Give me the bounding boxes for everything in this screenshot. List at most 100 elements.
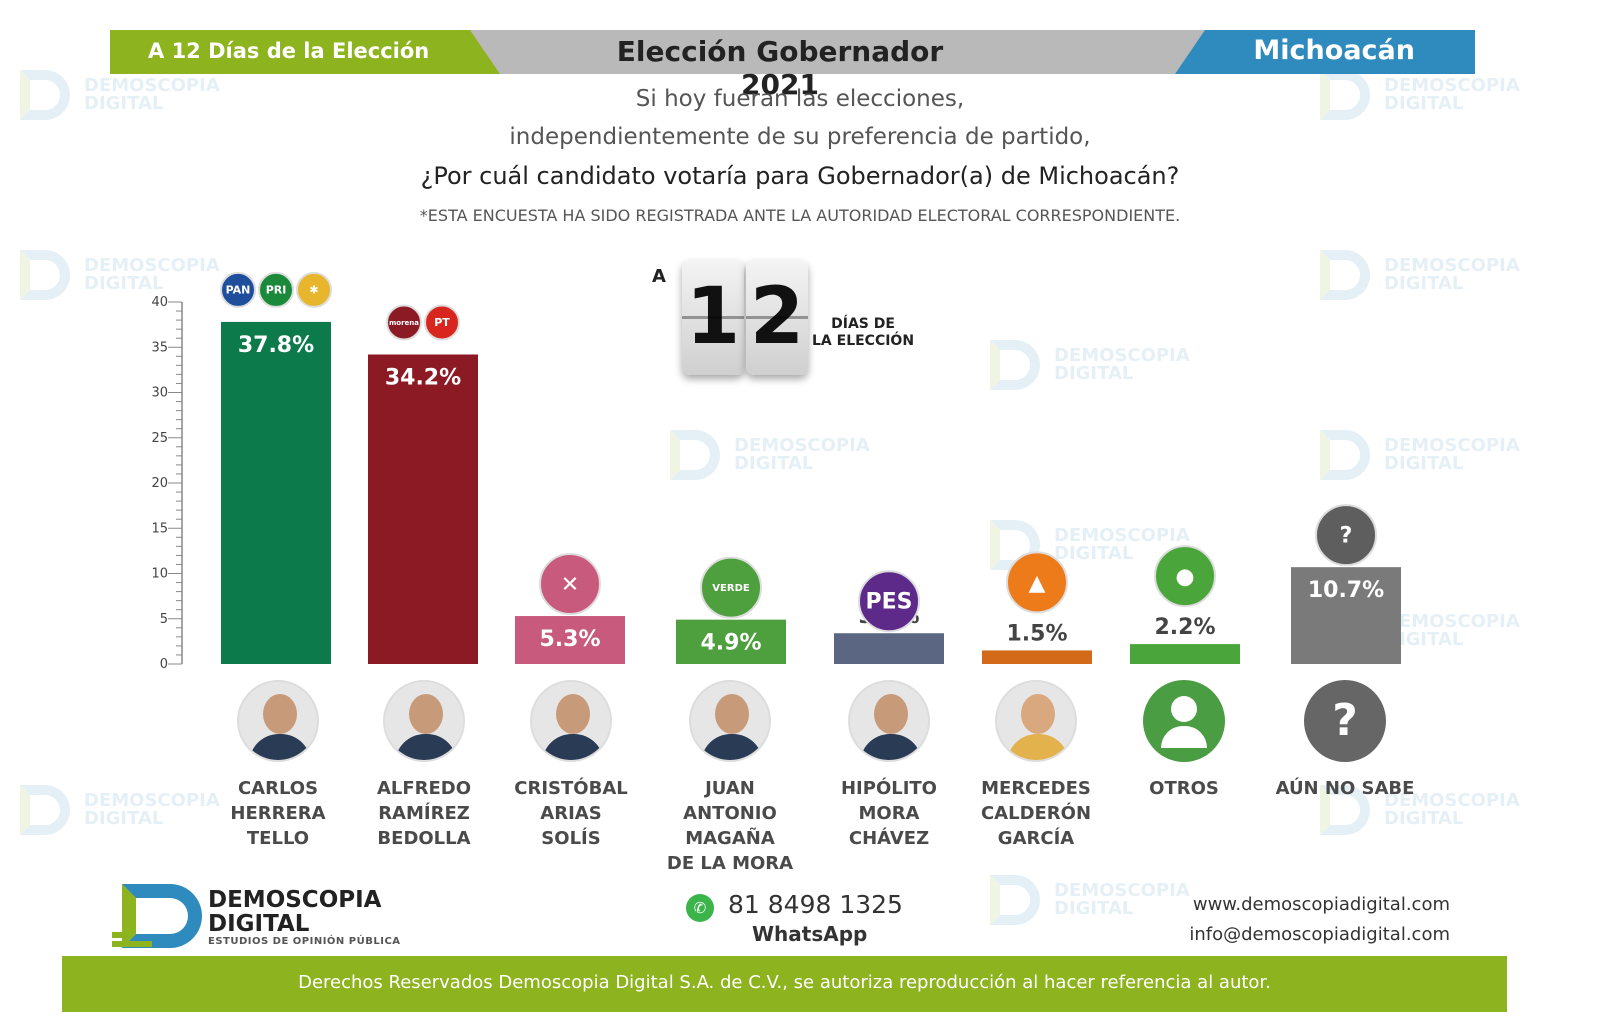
question-line-2: independientemente de su preferencia de …	[509, 124, 1091, 150]
candidate-carlos-herrera: CARLOS HERRERA TELLO	[203, 680, 353, 851]
party-logo-icon	[1154, 545, 1216, 608]
candidate-name: JUAN ANTONIO MAGAÑA DE LA MORA	[666, 778, 794, 874]
phone-number[interactable]: 81 8498 1325	[728, 890, 903, 919]
logo-d-mark	[122, 884, 202, 948]
bar	[834, 633, 944, 664]
party-logo-icon	[539, 553, 601, 616]
candidate-name: MERCEDES CALDERÓN GARCÍA	[980, 778, 1092, 849]
bar	[368, 354, 478, 664]
candidate-name: OTROS	[1149, 778, 1219, 799]
candidate-name: AÚN NO SABE	[1275, 778, 1415, 799]
candidate-photo	[237, 680, 319, 762]
data-label: 5.3%	[539, 627, 600, 652]
party-logo-label: ?	[1340, 523, 1353, 548]
y-tick-label: 30	[151, 386, 168, 401]
copyright-text: Derechos Reservados Demoscopia Digital S…	[298, 972, 1271, 993]
party-logo-label: PES	[866, 590, 913, 615]
party-logo-icon	[424, 304, 460, 341]
bar	[982, 650, 1092, 664]
candidate-photo	[848, 680, 930, 762]
whatsapp-label: WhatsApp	[752, 922, 868, 946]
registration-note: *ESTA ENCUESTA HA SIDO REGISTRADA ANTE L…	[419, 206, 1181, 225]
banner-right-shape	[1175, 30, 1475, 74]
candidate-name: ALFREDO RAMÍREZ BEDOLLA	[376, 778, 472, 849]
footer-bar: Derechos Reservados Demoscopia Digital S…	[62, 956, 1507, 1012]
counter-label: DÍAS DE LA ELECCIÓN	[812, 316, 914, 350]
party-logo-label: ▲	[1029, 571, 1046, 596]
y-tick-label: 35	[151, 340, 168, 355]
party-logo-icon	[1006, 551, 1068, 614]
y-tick-label: 40	[151, 295, 168, 310]
party-logo-icon	[858, 570, 920, 633]
party-logo-label: PRI	[266, 284, 287, 297]
days-left-label: A 12 Días de la Elección	[148, 39, 430, 63]
day-counter: A 1 2 DÍAS DE LA ELECCIÓN	[650, 258, 930, 388]
party-logo-icon	[386, 304, 422, 341]
y-tick-label: 15	[151, 521, 168, 536]
data-label: 37.8%	[238, 333, 314, 358]
candidate-aun-no-sabe: ? AÚN NO SABE	[1270, 680, 1420, 801]
y-tick-label: 0	[160, 657, 168, 672]
candidate-mercedes-calderon: MERCEDES CALDERÓN GARCÍA	[961, 680, 1111, 851]
y-tick-label: 5	[160, 612, 168, 627]
question-line-3: ¿Por cuál candidato votaría para Goberna…	[420, 162, 1180, 190]
party-logo-label: ✱	[309, 284, 318, 297]
candidate-name: HIPÓLITO MORA CHÁVEZ	[840, 778, 937, 849]
candidate-photo	[995, 680, 1077, 762]
party-logo-icon	[296, 271, 332, 308]
y-tick-label: 25	[151, 431, 168, 446]
bar	[1291, 567, 1401, 664]
party-logo-label: morena	[389, 319, 419, 327]
party-logo-label: PAN	[226, 284, 251, 297]
counter-label-line-1: DÍAS DE	[831, 316, 895, 332]
data-label: 34.2%	[385, 365, 461, 390]
bar	[515, 616, 625, 664]
counter-digit-1: 1	[682, 260, 744, 375]
state-label: Michoacán	[1253, 35, 1415, 66]
y-tick-label: 10	[151, 567, 168, 582]
whatsapp-icon: ✆	[686, 894, 714, 922]
contact-info: www.demoscopiadigital.com info@demoscopi…	[1189, 890, 1450, 950]
website-link[interactable]: www.demoscopiadigital.com	[1192, 894, 1450, 915]
logo-name: DEMOSCOPIA DIGITAL	[208, 887, 382, 937]
candidate-hipolito-mora: HIPÓLITO MORA CHÁVEZ	[814, 680, 964, 851]
question-icon: ?	[1304, 680, 1386, 762]
candidate-juan-magana: JUAN ANTONIO MAGAÑA DE LA MORA	[655, 680, 805, 876]
email-link[interactable]: info@demoscopiadigital.com	[1189, 924, 1450, 945]
party-logo-label: VERDE	[712, 583, 750, 594]
counter-digit-2: 2	[746, 260, 808, 375]
party-logo-label: ●	[1175, 564, 1194, 589]
counter-prefix: A	[652, 266, 666, 287]
counter-label-line-2: LA ELECCIÓN	[812, 333, 915, 349]
candidate-name: CRISTÓBAL ARIAS SOLÍS	[514, 778, 628, 849]
bar	[676, 619, 786, 664]
party-logo-label: PT	[434, 316, 450, 329]
page-title: Elección Gobernador 2021	[616, 35, 944, 101]
data-label: 1.5%	[1006, 621, 1067, 646]
banner-mid-shape	[465, 30, 1220, 74]
party-logo-icon	[258, 271, 294, 308]
logo-tagline: ESTUDIOS DE OPINIÓN PÚBLICA	[208, 936, 401, 947]
person-icon	[1143, 680, 1225, 762]
question-line-1: Si hoy fueran las elecciones,	[635, 86, 965, 112]
header-banner: A 12 Días de la Elección Elección Gobern…	[110, 30, 1475, 101]
party-logo-icon	[1315, 504, 1377, 567]
banner-left-shape	[110, 30, 500, 74]
data-label: 4.9%	[700, 631, 761, 656]
candidate-photo	[689, 680, 771, 762]
party-logo-label: ✕	[561, 572, 579, 597]
y-tick-label: 20	[151, 476, 168, 491]
data-label: 10.7%	[1308, 578, 1384, 603]
company-logo: DEMOSCOPIA DIGITAL ESTUDIOS DE OPINIÓN PÚ…	[112, 884, 412, 954]
candidate-name: CARLOS HERRERA TELLO	[230, 778, 326, 849]
bar	[221, 321, 331, 664]
candidate-photo	[530, 680, 612, 762]
candidate-alfredo-ramirez: ALFREDO RAMÍREZ BEDOLLA	[349, 680, 499, 851]
bar	[1130, 644, 1240, 664]
party-logo-icon	[700, 556, 762, 619]
data-label: 2.2%	[1154, 615, 1215, 640]
candidate-otros: OTROS	[1109, 680, 1259, 801]
candidate-cristobal-arias: CRISTÓBAL ARIAS SOLÍS	[496, 680, 646, 851]
party-logo-icon	[220, 271, 256, 308]
